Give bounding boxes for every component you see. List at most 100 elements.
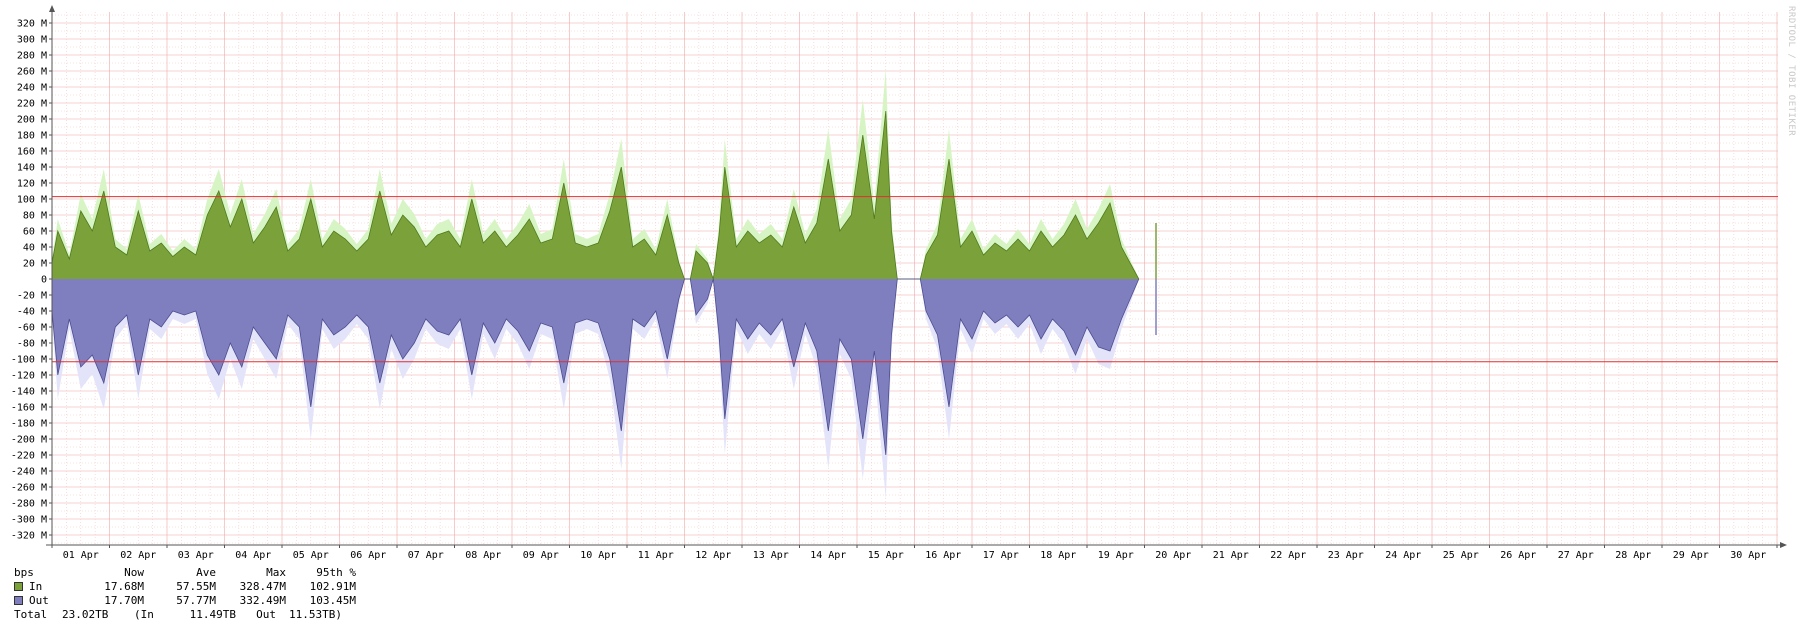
y-axis-arrow xyxy=(49,5,55,12)
y-tick-label: -200 M xyxy=(11,435,47,446)
x-tick-label: 13 Apr xyxy=(753,550,789,560)
x-tick-label: 02 Apr xyxy=(120,550,156,560)
y-tick-label: 160 M xyxy=(17,147,47,158)
x-tick-label: 19 Apr xyxy=(1098,550,1134,560)
y-tick-label: -160 M xyxy=(11,403,47,414)
legend-out-now: 17.70M xyxy=(104,593,144,607)
y-tick-label: 180 M xyxy=(17,131,47,142)
x-tick-label: 17 Apr xyxy=(983,550,1019,560)
legend-header-ave: Ave xyxy=(196,565,216,579)
y-tick-label: 300 M xyxy=(17,35,47,46)
x-tick-label: 01 Apr xyxy=(63,550,99,560)
in-area xyxy=(52,111,1139,279)
y-tick-label: -220 M xyxy=(11,451,47,462)
in-line xyxy=(51,110,1140,280)
x-tick-label: 06 Apr xyxy=(350,550,386,560)
legend-out-p95: 103.45M xyxy=(309,593,356,607)
x-tick-label: 07 Apr xyxy=(408,550,444,560)
x-tick-label: 20 Apr xyxy=(1155,550,1191,560)
y-tick-label: 200 M xyxy=(17,115,47,126)
x-tick-label: 05 Apr xyxy=(293,550,329,560)
x-tick-label: 30 Apr xyxy=(1730,550,1766,560)
legend-total-label: Total xyxy=(14,607,48,621)
x-tick-label: 26 Apr xyxy=(1500,550,1536,560)
x-tick-labels: 01 Apr 02 Apr 03 Apr 04 Apr 05 Apr 06 Apr 07 A… xyxy=(63,550,1767,560)
legend-header-max: Max xyxy=(266,565,286,579)
out-area xyxy=(52,279,1139,455)
y-tick-label: -320 M xyxy=(11,531,47,542)
x-tick-label: 29 Apr xyxy=(1673,550,1709,560)
traffic-chart: 320 M 300 M 280 M 260 M 240 M 220 M 200 M 180 M… xyxy=(11,5,1787,560)
x-tick-label: 15 Apr xyxy=(868,550,904,560)
y-tick-label: -60 M xyxy=(17,323,47,334)
legend-out-ave: 57.77M xyxy=(176,593,216,607)
y-tick-label: -280 M xyxy=(11,499,47,510)
legend-in-p95: 102.91M xyxy=(309,579,356,593)
y-tick-label: 20 M xyxy=(23,259,47,270)
y-tick-label: 120 M xyxy=(17,179,47,190)
y-tick-label: 80 M xyxy=(23,211,47,222)
legend-header-now: Now xyxy=(124,565,144,579)
x-tick-label: 25 Apr xyxy=(1443,550,1479,560)
x-tick-label: 03 Apr xyxy=(178,550,214,560)
legend-out-name: Out xyxy=(29,593,49,607)
y-tick-label: -140 M xyxy=(11,387,47,398)
y-tick-label: 240 M xyxy=(17,83,47,94)
y-tick-label: 100 M xyxy=(17,195,47,206)
legend-in-name: In xyxy=(29,579,43,593)
x-tick-label: 18 Apr xyxy=(1040,550,1076,560)
y-tick-label: 0 xyxy=(41,275,47,286)
in-swatch xyxy=(14,581,23,591)
out-swatch xyxy=(14,595,23,605)
y-tick-label: 140 M xyxy=(17,163,47,174)
legend-header-p95: 95th % xyxy=(316,565,356,579)
x-tick-label: 24 Apr xyxy=(1385,550,1421,560)
legend-total-value: 23.02TB xyxy=(62,607,109,621)
y-tick-label: -20 M xyxy=(17,291,47,302)
x-tick-label: 16 Apr xyxy=(925,550,961,560)
y-tick-label: -40 M xyxy=(17,307,47,318)
x-tick-label: 09 Apr xyxy=(523,550,559,560)
legend-total-in-label: (In xyxy=(134,607,154,621)
legend-total: Total 23.02TB (In 11.49TB Out 11.53TB) xyxy=(14,607,356,621)
y-tick-label: 40 M xyxy=(23,243,47,254)
legend-header: bps Now Ave Max 95th % xyxy=(14,565,356,579)
legend-total-in-value: 11.49TB xyxy=(189,607,236,621)
x-tick-label: 14 Apr xyxy=(810,550,846,560)
legend-header-unit: bps xyxy=(14,565,34,579)
y-tick-label: 280 M xyxy=(17,51,47,62)
y-tick-label: 320 M xyxy=(17,19,47,30)
y-tick-label: -300 M xyxy=(11,515,47,526)
x-tick-label: 28 Apr xyxy=(1615,550,1651,560)
x-tick-label: 11 Apr xyxy=(638,550,674,560)
y-tick-label: -120 M xyxy=(11,371,47,382)
legend-row-out: Out 17.70M 57.77M 332.49M 103.45M xyxy=(14,593,356,607)
y-tick-labels: 320 M 300 M 280 M 260 M 240 M 220 M 200 M 180 M… xyxy=(11,19,47,542)
legend-in-max: 328.47M xyxy=(239,579,286,593)
legend-out-max: 332.49M xyxy=(239,593,286,607)
y-tick-label: 60 M xyxy=(23,227,47,238)
rrdtool-watermark: RRDTOOL / TOBI OETIKER xyxy=(1786,6,1796,137)
x-tick-label: 23 Apr xyxy=(1328,550,1364,560)
y-tick-label: 260 M xyxy=(17,67,47,78)
percentile-lines xyxy=(52,196,1778,363)
legend-in-ave: 57.55M xyxy=(176,579,216,593)
legend-in-now: 17.68M xyxy=(104,579,144,593)
legend-total-out-label: Out xyxy=(256,607,276,621)
x-axis-arrow xyxy=(1780,542,1787,548)
chart-grid xyxy=(51,12,1778,545)
y-tick-label: 220 M xyxy=(17,99,47,110)
x-tick-label: 04 Apr xyxy=(235,550,271,560)
y-tick-label: -180 M xyxy=(11,419,47,430)
y-tick-label: -80 M xyxy=(17,339,47,350)
y-tick-label: -240 M xyxy=(11,467,47,478)
x-tick-label: 12 Apr xyxy=(695,550,731,560)
y-tick-label: -100 M xyxy=(11,355,47,366)
x-tick-label: 27 Apr xyxy=(1558,550,1594,560)
out-line xyxy=(51,278,1140,456)
legend-row-in: In 17.68M 57.55M 328.47M 102.91M xyxy=(14,579,356,593)
legend: bps Now Ave Max 95th % In 17.68M 57.55M … xyxy=(14,565,356,621)
y-tick-label: -260 M xyxy=(11,483,47,494)
x-tick-label: 21 Apr xyxy=(1213,550,1249,560)
legend-total-out-value: 11.53TB) xyxy=(289,607,342,621)
